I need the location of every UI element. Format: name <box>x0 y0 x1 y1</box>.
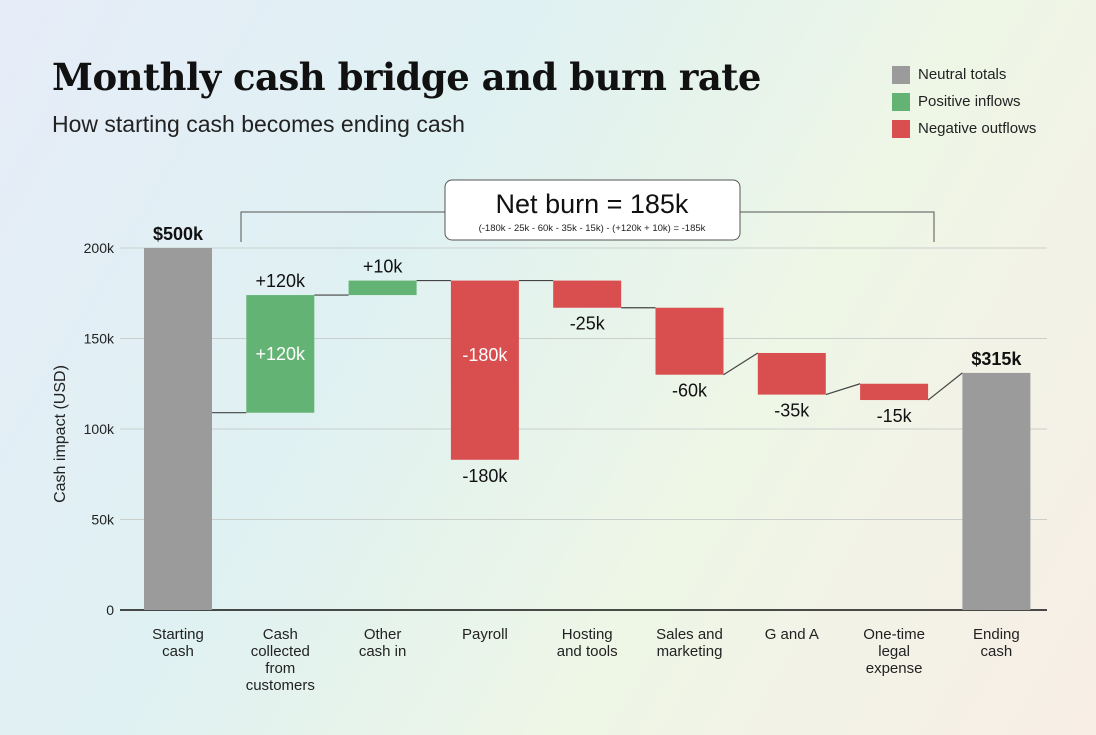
bar-label: -15k <box>877 406 913 426</box>
legend-item-neutral: Neutral totals <box>892 61 1036 88</box>
bar-label: -60k <box>672 381 708 401</box>
connector-line <box>825 383 861 396</box>
x-tick-label: G and A <box>765 626 819 643</box>
bar-negative <box>757 352 826 395</box>
y-tick-label: 100k <box>84 421 115 437</box>
x-tick-label: Cash <box>263 626 298 643</box>
legend-swatch <box>892 119 910 138</box>
x-tick-label: expense <box>866 660 923 677</box>
bar-neutral <box>144 248 212 610</box>
bar-negative <box>450 280 519 460</box>
x-tick-label: Ending <box>973 626 1020 643</box>
legend-item-negative: Negative outflows <box>892 115 1036 142</box>
net-burn-box <box>444 179 741 241</box>
x-tick-label: Sales and <box>656 626 723 643</box>
x-tick-label: cash <box>162 643 194 660</box>
bar-label: $500k <box>153 224 204 244</box>
bar-inside-label: +120k <box>256 344 307 364</box>
legend-label: Negative outflows <box>918 120 1037 137</box>
x-tick-label: One-time <box>863 626 925 643</box>
y-tick-label: 0 <box>106 602 114 618</box>
legend-swatch <box>892 92 910 111</box>
bar-negative <box>655 307 724 375</box>
legend-label: Neutral totals <box>918 66 1007 83</box>
x-tick-label: cash <box>981 643 1013 660</box>
x-tick-label: legal <box>878 643 910 660</box>
bar-positive <box>348 280 417 296</box>
x-tick-label: cash in <box>359 643 407 660</box>
chart-title: Monthly cash bridge and burn rate <box>52 55 761 99</box>
x-tick-label: marketing <box>657 643 723 660</box>
y-axis-label: Cash impact (USD) <box>52 365 69 503</box>
y-tick-label: 150k <box>84 331 115 347</box>
x-tick-label: and tools <box>557 643 618 660</box>
x-tick-label: customers <box>246 677 315 694</box>
bar-label: $315k <box>971 349 1022 369</box>
bar-label: -35k <box>774 401 810 421</box>
x-tick-label: Other <box>364 626 402 643</box>
bar-positive <box>246 295 315 413</box>
legend-item-positive: Positive inflows <box>892 88 1036 115</box>
bar-neutral <box>962 372 1031 610</box>
legend: Neutral totals Positive inflows Negative… <box>892 61 1036 142</box>
bar-label: +10k <box>363 257 404 277</box>
net-burn-formula: (-180k - 25k - 60k - 35k - 15k) - (+120k… <box>479 223 706 234</box>
bar-label: -25k <box>570 314 606 334</box>
bar-negative <box>553 280 622 308</box>
connector-line <box>723 352 759 376</box>
chart-subtitle: How starting cash becomes ending cash <box>52 111 465 137</box>
bar-negative <box>860 383 929 401</box>
legend-swatch <box>892 65 910 84</box>
bar-label: -180k <box>462 466 508 486</box>
bar-inside-label: -180k <box>462 345 508 365</box>
bar-label: +120k <box>256 271 307 291</box>
x-tick-label: Starting <box>152 626 204 643</box>
x-tick-label: from <box>265 660 295 677</box>
x-tick-label: Payroll <box>462 626 508 643</box>
x-tick-label: collected <box>251 643 310 660</box>
net-burn-headline: Net burn = 185k <box>496 189 689 219</box>
y-tick-label: 200k <box>84 240 115 256</box>
x-tick-label: Hosting <box>562 626 613 643</box>
connector-line <box>927 372 963 401</box>
legend-label: Positive inflows <box>918 93 1021 110</box>
y-tick-label: 50k <box>91 512 115 528</box>
